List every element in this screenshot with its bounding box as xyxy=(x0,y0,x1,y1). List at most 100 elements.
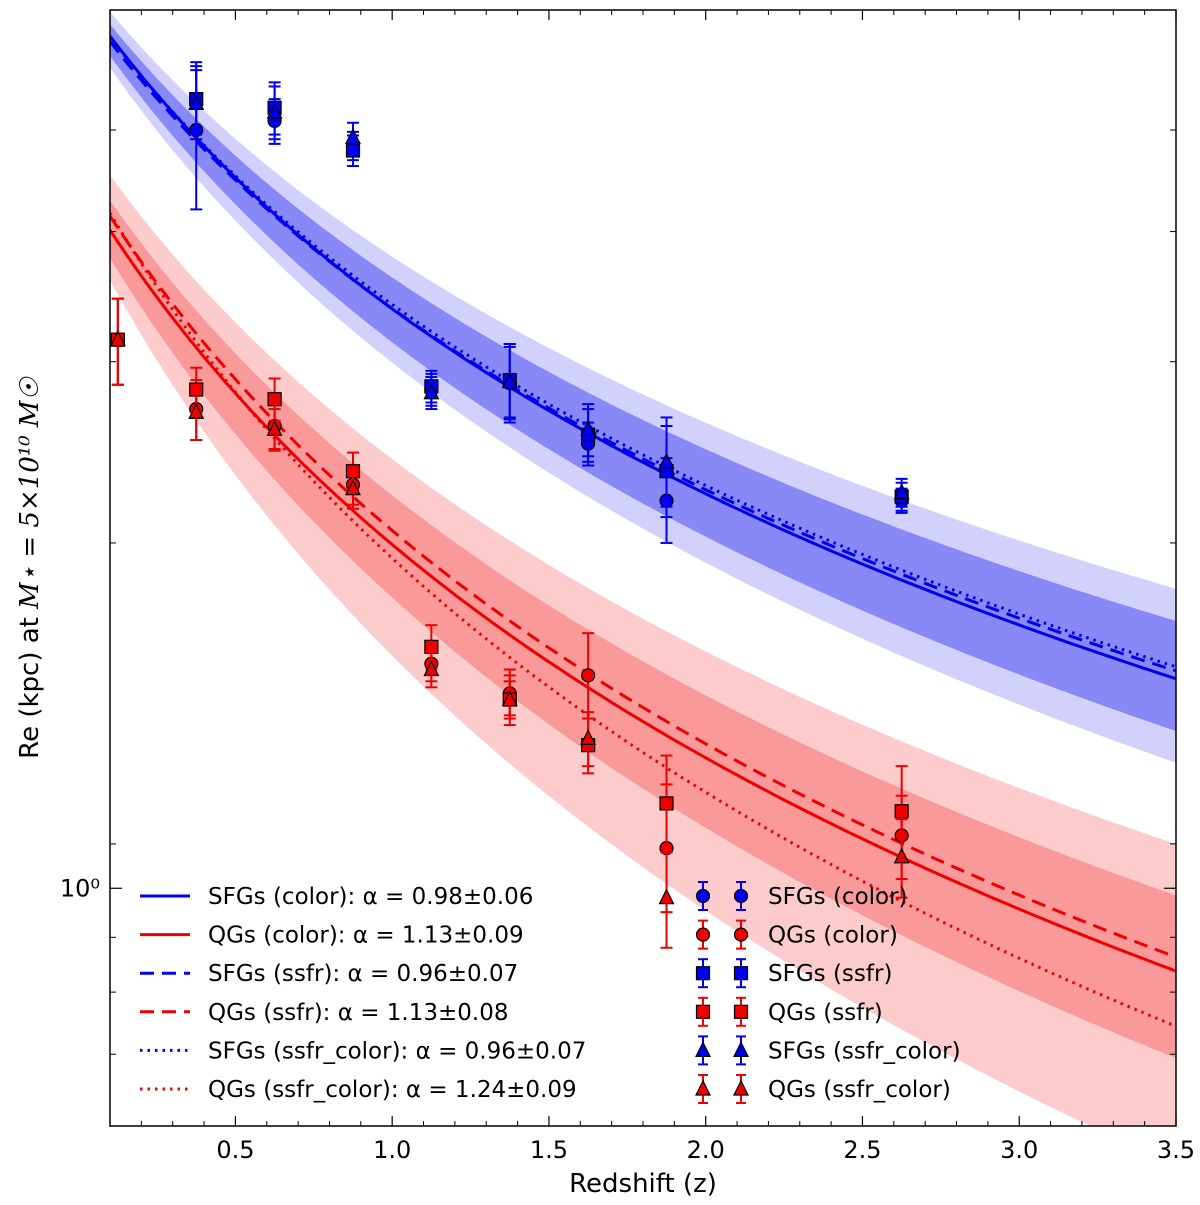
plot-background xyxy=(110,10,1176,1126)
point-sfgs-ssfr-color--6 xyxy=(658,416,675,508)
x-tick-label: 3.5 xyxy=(1157,1136,1195,1164)
legend-marker-square xyxy=(733,966,749,981)
point-qgs-ssfr-color--6 xyxy=(580,711,597,768)
legend-line-label: SFGs (color): α = 0.98±0.06 xyxy=(208,884,533,910)
legend-entry-line-1: QGs (color): α = 1.13±0.09 xyxy=(140,923,524,949)
point-qgs-ssfr-color--1 xyxy=(188,385,205,441)
legend-marker-label: SFGs (ssfr_color) xyxy=(768,1038,961,1064)
x-axis-label: Redshift (z) xyxy=(569,1169,717,1199)
marker-triangle xyxy=(110,330,126,347)
point-qgs-ssfr-color--8 xyxy=(893,818,910,899)
legend-entry-line-2: SFGs (ssfr): α = 0.96±0.07 xyxy=(140,961,518,987)
confidence-bands xyxy=(110,11,1176,1126)
marker-triangle xyxy=(266,420,283,437)
fit-line-qgs-color- xyxy=(110,229,1176,973)
legend-marker-triangle xyxy=(733,1041,749,1058)
marker-triangle xyxy=(501,690,518,707)
point-qgs-ssfr-color--7 xyxy=(658,851,675,949)
band-sfgs-0 xyxy=(110,11,1176,763)
fit-line-sfgs-ssfr-color- xyxy=(110,36,1176,669)
point-sfgs-ssfr-color--4 xyxy=(501,345,518,421)
point-sfgs-ssfr-color--1 xyxy=(266,85,283,141)
y-tick-label: 10⁰ xyxy=(60,874,100,902)
legend-entry-marker-4: SFGs (ssfr_color) xyxy=(695,1035,961,1066)
legend-marker-triangle xyxy=(695,1079,711,1096)
marker-square xyxy=(894,804,909,819)
marker-triangle xyxy=(345,479,361,496)
legend-entry-marker-2: SFGs (ssfr) xyxy=(695,958,892,989)
legend-line-label: QGs (ssfr): α = 1.13±0.08 xyxy=(208,1000,509,1026)
point-qgs-ssfr-color--0 xyxy=(110,297,126,386)
legend-marker-circle xyxy=(733,927,749,942)
legend-entry-marker-5: QGs (ssfr_color) xyxy=(695,1074,951,1104)
x-tick-label: 0.5 xyxy=(216,1136,254,1164)
marker-triangle xyxy=(580,420,597,437)
y-axis-label-prefix: Re (kpc) at xyxy=(15,609,45,759)
legend-entry-line-0: SFGs (color): α = 0.98±0.06 xyxy=(140,884,533,910)
marker-square xyxy=(659,796,674,811)
data-points xyxy=(110,61,910,949)
legend-marker-label: QGs (ssfr) xyxy=(768,1000,883,1026)
band-qgs-3 xyxy=(110,200,1176,1058)
marker-triangle xyxy=(658,452,675,469)
marker-triangle xyxy=(580,729,597,745)
marker-triangle xyxy=(893,483,910,500)
x-tick-label: 1.0 xyxy=(373,1136,411,1164)
marker-triangle xyxy=(501,372,518,389)
fit-line-sfgs-color- xyxy=(110,35,1176,681)
point-qgs-ssfr-color--5 xyxy=(501,680,518,720)
marker-triangle xyxy=(345,128,361,144)
x-tick-label: 3.0 xyxy=(1000,1136,1038,1164)
legend-line-label: QGs (ssfr_color): α = 1.24±0.09 xyxy=(208,1077,577,1103)
x-tick-label: 2.0 xyxy=(687,1136,725,1164)
legend-marker-square xyxy=(733,1004,749,1019)
point-sfgs-ssfr-color--3 xyxy=(423,375,440,411)
point-sfgs-ssfr-color--5 xyxy=(580,403,597,458)
legend-entry-line-3: QGs (ssfr): α = 1.13±0.08 xyxy=(140,1000,509,1026)
legend-line-label: SFGs (ssfr_color): α = 0.96±0.07 xyxy=(208,1038,586,1064)
point-qgs-ssfr-color--3 xyxy=(345,468,361,510)
legend-marker-circle xyxy=(695,927,711,942)
band-sfgs-1 xyxy=(110,24,1176,732)
marker-triangle xyxy=(658,888,675,905)
legend: SFGs (color): α = 0.98±0.06 QGs (color): … xyxy=(140,881,961,1104)
point-sfgs-ssfr-color--0 xyxy=(188,69,205,141)
point-sfgs-ssfr-color--2 xyxy=(345,121,361,154)
marker-triangle xyxy=(188,403,205,420)
marker-triangle xyxy=(893,847,910,864)
legend-line-label: QGs (color): α = 1.13±0.09 xyxy=(208,923,524,949)
marker-triangle xyxy=(188,94,205,110)
marker-triangle xyxy=(423,660,440,677)
legend-entry-line-5: QGs (ssfr_color): α = 1.24±0.09 xyxy=(140,1077,577,1103)
fit-line-sfgs-ssfr- xyxy=(110,40,1176,673)
marker-square xyxy=(424,639,439,654)
legend-marker-label: SFGs (ssfr) xyxy=(768,961,892,987)
legend-marker-square xyxy=(695,1004,711,1019)
marker-circle xyxy=(581,668,596,683)
legend-entry-marker-1: QGs (color) xyxy=(695,919,898,950)
x-tick-label: 2.5 xyxy=(843,1136,881,1164)
legend-marker-circle xyxy=(733,888,749,904)
y-axis-label: Re (kpc) at M⋆ = 5×10¹⁰ M☉ xyxy=(15,375,45,758)
legend-marker-circle xyxy=(695,888,711,904)
axis-ticks: 0.5 1.0 1.5 2.0 2.5 3.0 3.5 10⁰ xyxy=(60,10,1195,1164)
point-qgs-ssfr-color--2 xyxy=(266,408,283,452)
point-qgs-ssfr-color--4 xyxy=(423,651,440,689)
marker-triangle xyxy=(423,383,440,400)
point-sfgs-ssfr-color--7 xyxy=(893,477,910,508)
fit-line-qgs-ssfr-color- xyxy=(110,212,1176,1028)
x-tick-label: 1.5 xyxy=(530,1136,568,1164)
legend-entry-line-4: SFGs (ssfr_color): α = 0.96±0.07 xyxy=(140,1038,586,1064)
legend-line-label: SFGs (ssfr): α = 0.96±0.07 xyxy=(208,961,518,987)
fit-lines xyxy=(110,35,1176,1028)
legend-marker-square xyxy=(695,966,711,981)
fit-line-qgs-ssfr- xyxy=(110,215,1176,959)
y-axis-label-math: M⋆ = 5×10¹⁰ M☉ xyxy=(15,375,45,609)
legend-marker-label: QGs (color) xyxy=(768,923,898,949)
band-qgs-2 xyxy=(110,175,1176,1126)
legend-entry-marker-0: SFGs (color) xyxy=(695,881,908,911)
legend-entry-marker-3: QGs (ssfr) xyxy=(695,996,883,1027)
legend-marker-triangle xyxy=(733,1079,749,1096)
legend-marker-triangle xyxy=(695,1041,711,1058)
